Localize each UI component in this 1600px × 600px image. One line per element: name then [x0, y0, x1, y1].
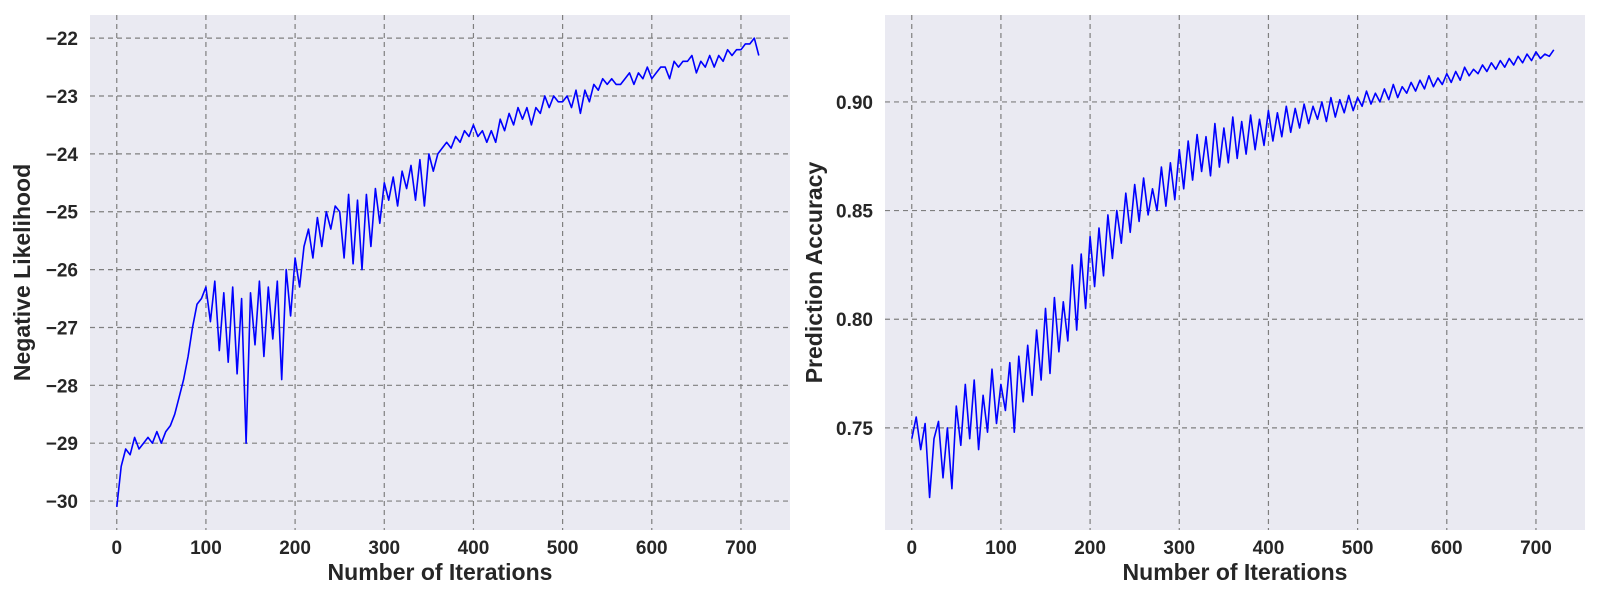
x-tick-label: 700 [1520, 538, 1552, 559]
series-line [911, 49, 1555, 499]
y-tick-label: 0.85 [836, 202, 873, 223]
chart-panel-2: 0 100 200 300 400 500 600 700 0.75 0.80 0.85 0.90 Nu… [801, 15, 1585, 585]
x-tick-label: 100 [985, 538, 1017, 559]
x-tick-label: 200 [279, 538, 311, 559]
y-tick-label: 0.75 [836, 419, 873, 440]
x-tick-label: 400 [458, 538, 490, 559]
x-tick-label: 600 [636, 538, 668, 559]
y-tick-label: −23 [46, 87, 78, 108]
x-tick-label: 300 [1163, 538, 1195, 559]
x-tick-label: 400 [1253, 538, 1285, 559]
x-axis-label: Number of Iterations [1123, 559, 1348, 585]
plot-area [90, 15, 790, 530]
y-tick-label: −22 [46, 29, 78, 50]
y-axis-label: Prediction Accuracy [801, 162, 827, 384]
chart-panel-1: 0 100 200 300 400 500 600 700 −30 −29 −28 −27 −26 −25… [9, 15, 790, 585]
x-axis-label: Number of Iterations [328, 559, 553, 585]
y-tick-label: −25 [46, 203, 79, 224]
y-tick-label: −26 [46, 261, 78, 282]
y-tick-label: −30 [46, 492, 78, 513]
x-tick-label: 500 [547, 538, 579, 559]
y-tick-label: 0.90 [836, 93, 873, 114]
y-tick-label: −28 [46, 376, 78, 397]
x-tick-label: 0 [906, 538, 917, 559]
plot-area [885, 15, 1585, 530]
y-tick-label: −24 [46, 145, 79, 166]
y-tick-label: 0.80 [836, 310, 873, 331]
x-tick-label: 300 [368, 538, 400, 559]
series-line [116, 37, 760, 507]
x-tick-label: 200 [1074, 538, 1106, 559]
x-tick-label: 0 [111, 538, 122, 559]
y-tick-label: −29 [46, 434, 78, 455]
x-tick-label: 700 [725, 538, 757, 559]
y-tick-label: −27 [46, 318, 78, 339]
x-tick-label: 500 [1342, 538, 1374, 559]
x-tick-label: 600 [1431, 538, 1463, 559]
x-tick-label: 100 [190, 538, 222, 559]
y-axis-label: Negative Likelihood [9, 164, 35, 381]
